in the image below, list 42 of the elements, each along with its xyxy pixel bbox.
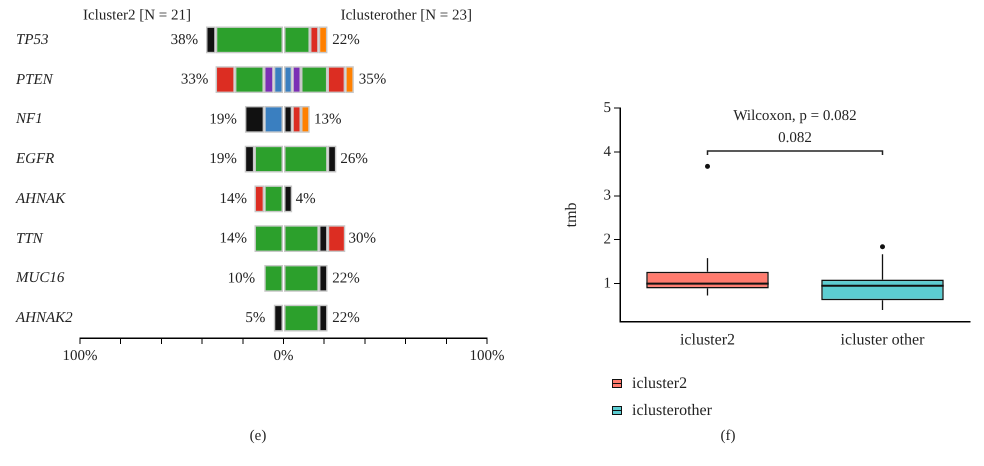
y-tick-label: 3 <box>604 188 611 204</box>
annotation: 13% <box>314 111 342 128</box>
annotation: 0.082 <box>778 130 812 146</box>
annotation: 5% <box>245 310 266 326</box>
y-tick-label: TP53 <box>16 30 50 49</box>
y-tick-label: NF1 <box>16 110 44 128</box>
y-tick-label: AHNAK2 <box>16 309 74 328</box>
annotation: 19% <box>209 151 237 168</box>
y-tick-label: 5 <box>604 100 611 116</box>
y-tick-label: EGFR <box>16 150 56 168</box>
y-tick-label: AHNAK <box>16 190 67 208</box>
annotation: 14% <box>220 190 248 207</box>
x-tick-label: 100% <box>62 348 98 364</box>
annotation: Icluster2 [N = 21] <box>83 7 192 24</box>
annotation: 22% <box>332 32 360 48</box>
legend-label: iclusterother <box>632 402 712 420</box>
y-axis-title: tmb <box>562 202 580 228</box>
y-tick-label: TTN <box>16 230 44 248</box>
y-tick-label: 1 <box>604 276 611 292</box>
annotation: 22% <box>332 310 360 326</box>
annotation: 10% <box>228 270 256 286</box>
y-tick-label: MUC16 <box>16 269 66 288</box>
annotation: 38% <box>170 32 198 48</box>
text: (f) <box>720 428 736 445</box>
y-tick-label: PTEN <box>16 70 54 89</box>
annotation: 4% <box>296 190 316 207</box>
annotation: 19% <box>209 111 237 128</box>
annotation: 35% <box>358 72 386 88</box>
annotation: 30% <box>348 230 376 247</box>
annotation: Wilcoxon, p = 0.082 <box>733 108 857 124</box>
y-tick-label: 2 <box>604 232 611 248</box>
annotation: 14% <box>220 230 248 247</box>
text: (e) <box>248 428 268 445</box>
annotation: 33% <box>180 72 208 88</box>
y-tick-label: 4 <box>604 144 612 160</box>
annotation: 26% <box>340 151 368 168</box>
annotation: 22% <box>332 270 360 286</box>
annotation: Iclusterother [N = 23] <box>340 7 472 24</box>
legend-label: icluster2 <box>632 374 688 392</box>
x-tick-label: 100% <box>470 348 504 364</box>
x-tick-label: icluster other <box>840 332 926 349</box>
x-tick-label: 0% <box>274 348 294 364</box>
